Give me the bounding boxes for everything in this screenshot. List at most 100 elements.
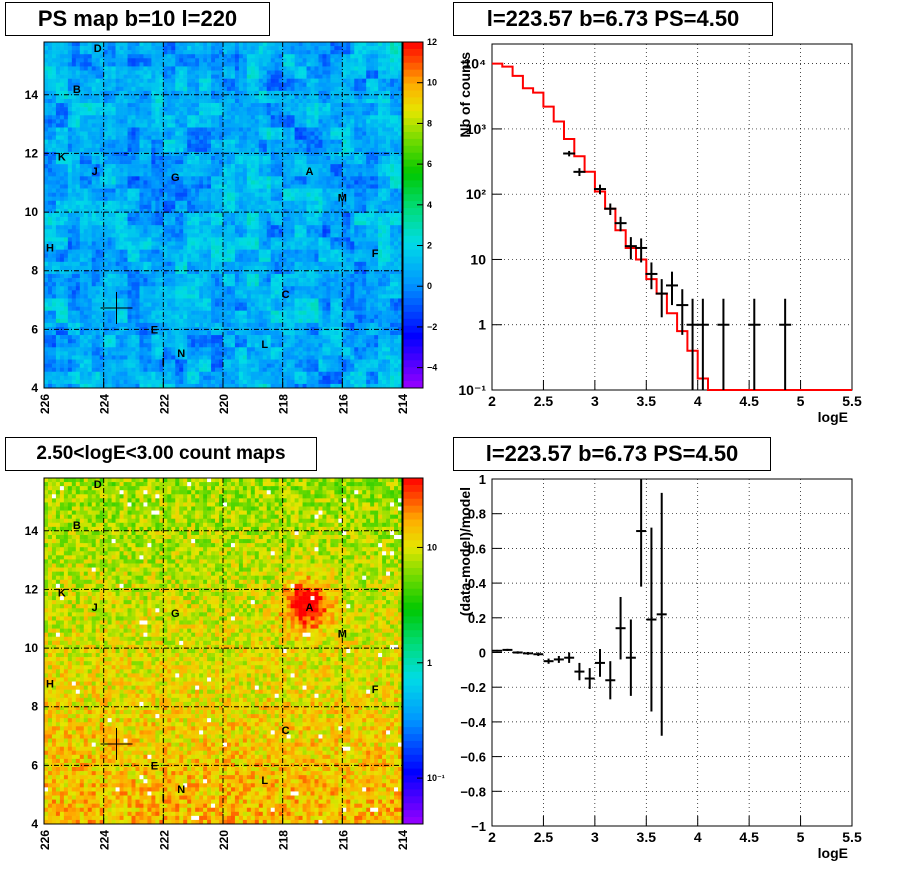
map-tick-label-x: 224	[98, 830, 112, 850]
map-tick-label-y: 12	[25, 146, 39, 160]
plot-frame	[491, 43, 853, 391]
tick-label-y: 1	[478, 317, 486, 333]
source-label-B: B	[73, 520, 81, 532]
tick-label-y: −0.8	[460, 784, 486, 799]
source-label-E: E	[151, 324, 158, 336]
tick-label-x: 4.5	[739, 829, 759, 845]
map-tick-label-x: 220	[217, 394, 231, 414]
tick-label-x: 5	[797, 393, 805, 409]
tick-label-y: −1	[471, 819, 486, 834]
map-tick-label-x: 214	[396, 830, 410, 850]
source-label-K: K	[58, 151, 66, 163]
title-residuals: l=223.57 b=6.73 PS=4.50	[453, 437, 771, 471]
colorbar: 10 1 10⁻¹	[402, 477, 445, 825]
title-spectrum: l=223.57 b=6.73 PS=4.50	[453, 2, 773, 36]
tick-label-y: −0.6	[460, 750, 486, 765]
tick-label-x: 4.5	[739, 393, 759, 409]
source-label-E: E	[151, 760, 158, 772]
colorbar-tick-label: 4	[427, 200, 432, 210]
source-label-H: H	[46, 678, 54, 690]
colorbar-tick-label: 12	[427, 37, 437, 47]
tick-label-y: 10⁴	[464, 56, 487, 72]
colorbar: 12 10 8 6 4 2 0 −2 −4	[402, 37, 437, 389]
tick-label-y: 0.6	[468, 541, 486, 556]
map-tick-label-y: 4	[31, 381, 38, 395]
tick-label-x: 5.5	[842, 393, 862, 409]
map-tick-label-y: 12	[25, 582, 39, 596]
colorbar-tick-label: 10	[427, 542, 437, 552]
map-tick-label-y: 8	[31, 700, 38, 714]
tick-label-y: 0.4	[468, 576, 487, 591]
map-tick-label-y: 6	[31, 322, 38, 336]
tick-label-y: 10²	[466, 186, 487, 202]
source-label-H: H	[46, 242, 54, 254]
tick-label-x: 4	[694, 829, 702, 845]
map-tick-label-x: 218	[277, 830, 291, 850]
tick-label-x: 2	[488, 829, 496, 845]
source-label-N: N	[177, 784, 185, 796]
y-axis-label: Nb of counts	[457, 52, 473, 138]
source-label-C: C	[282, 725, 290, 737]
tick-label-x: 3	[591, 829, 599, 845]
colorbar-tick-label: 0	[427, 281, 432, 291]
tick-label-y: 0.2	[468, 611, 486, 626]
source-label-L: L	[261, 775, 268, 787]
tick-label-y: 0	[479, 646, 486, 661]
map-pixels	[44, 42, 403, 389]
source-label-B: B	[73, 84, 81, 96]
y-axis-label: (data-model)/model	[457, 487, 473, 616]
source-label-I: I	[162, 793, 165, 805]
source-label-I: I	[162, 357, 165, 369]
source-label-L: L	[261, 339, 268, 351]
tick-label-x: 5	[797, 829, 805, 845]
map-tick-label-x: 216	[336, 830, 350, 850]
source-label-K: K	[58, 587, 66, 599]
map-tick-label-x: 226	[38, 830, 52, 850]
colorbar-tick-label: 10⁻¹	[427, 773, 445, 783]
map-tick-label-y: 8	[31, 264, 38, 278]
source-label-M: M	[338, 192, 347, 204]
tick-label-x: 4	[694, 393, 702, 409]
colorbar-tick-label: −2	[427, 322, 437, 332]
panel-spectrum: 2 2.5 3 3.5 4 4.5 5 5.5 10⁴ 10³ 10² 10 1 10⁻¹ logE Nb o…	[457, 43, 862, 425]
source-label-A: A	[306, 166, 314, 178]
map-tick-label-y: 4	[31, 817, 38, 831]
tick-label-x: 5.5	[842, 829, 862, 845]
colorbar-tick-label: 1	[427, 658, 432, 668]
tick-label-y: 10⁻¹	[458, 382, 486, 398]
source-label-D: D	[94, 479, 102, 491]
colorbar-tick-label: 6	[427, 159, 432, 169]
source-label-D: D	[94, 43, 102, 55]
source-label-J: J	[92, 602, 98, 614]
tick-label-x: 2.5	[534, 829, 554, 845]
source-label-A: A	[306, 602, 314, 614]
tick-label-x: 3.5	[637, 393, 657, 409]
map-tick-label-x: 220	[217, 830, 231, 850]
map-tick-label-y: 6	[31, 758, 38, 772]
source-label-F: F	[372, 248, 379, 260]
map-tick-label-x: 216	[336, 394, 350, 414]
source-label-N: N	[177, 348, 185, 360]
map-tick-label-x: 226	[38, 394, 52, 414]
x-axis-label: logE	[818, 845, 848, 861]
colorbar-frame	[402, 477, 424, 825]
tick-label-x: 3	[591, 393, 599, 409]
colorbar-tick-label: 8	[427, 118, 432, 128]
map-tick-label-y: 10	[25, 641, 39, 655]
tick-label-y: 10³	[466, 121, 487, 137]
map-tick-label-x: 222	[157, 830, 171, 850]
map-tick-label-x: 224	[98, 394, 112, 414]
map-tick-label-y: 14	[25, 88, 39, 102]
source-label-F: F	[372, 684, 379, 696]
source-label-J: J	[92, 166, 98, 178]
source-label-G: G	[171, 608, 180, 620]
tick-label-y: 1	[479, 472, 486, 487]
colorbar-tick-label: 2	[427, 241, 432, 251]
title-count-map: 2.50<logE<3.00 count maps	[5, 437, 317, 471]
colorbar-tick-label: −4	[427, 363, 437, 373]
tick-label-x: 2	[488, 393, 496, 409]
tick-label-x: 3.5	[637, 829, 657, 845]
source-label-G: G	[171, 172, 180, 184]
colorbar-tick-label: 10	[427, 78, 437, 88]
